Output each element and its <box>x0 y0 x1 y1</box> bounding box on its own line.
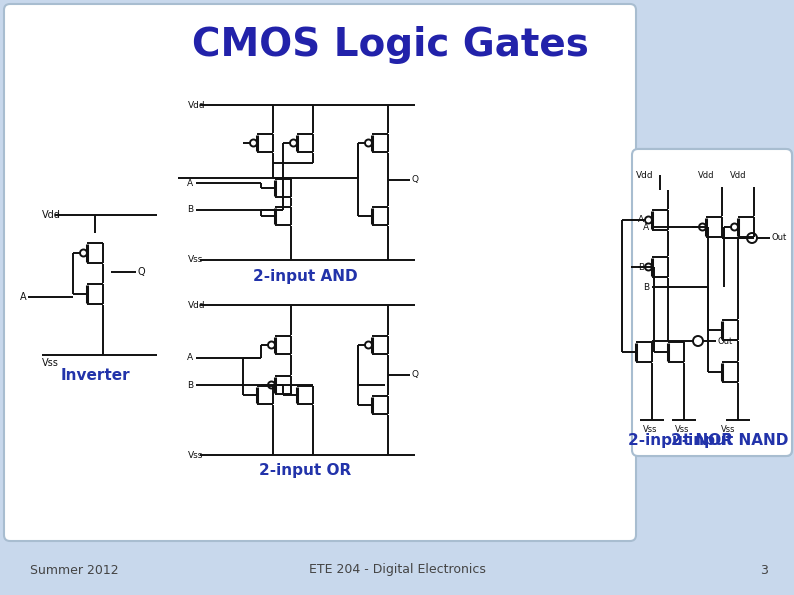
Text: A: A <box>187 353 193 362</box>
Text: 2-input OR: 2-input OR <box>259 462 351 478</box>
FancyBboxPatch shape <box>632 149 792 456</box>
Text: Vdd: Vdd <box>730 171 746 180</box>
Text: Vdd: Vdd <box>42 210 61 220</box>
Text: Vss: Vss <box>188 255 203 265</box>
Text: Vdd: Vdd <box>188 101 206 109</box>
Text: B: B <box>638 262 644 271</box>
Text: Vdd: Vdd <box>698 171 715 180</box>
FancyBboxPatch shape <box>4 4 636 541</box>
Text: B: B <box>643 283 649 292</box>
Text: 2-input NOR: 2-input NOR <box>627 433 733 447</box>
Text: B: B <box>187 205 193 215</box>
Text: B: B <box>187 380 193 390</box>
Text: 3: 3 <box>760 563 768 577</box>
Text: Vss: Vss <box>675 425 689 434</box>
Text: Vss: Vss <box>188 450 203 459</box>
Text: Out: Out <box>771 233 786 243</box>
Text: ETE 204 - Digital Electronics: ETE 204 - Digital Electronics <box>309 563 485 577</box>
Text: Q: Q <box>411 175 418 184</box>
Text: Q: Q <box>411 371 418 380</box>
Text: Vss: Vss <box>643 425 657 434</box>
Text: 2-input AND: 2-input AND <box>252 270 357 284</box>
Text: 2-input NAND: 2-input NAND <box>671 433 788 447</box>
Text: A: A <box>643 223 649 231</box>
Text: Vss: Vss <box>721 425 735 434</box>
Text: Q: Q <box>137 267 145 277</box>
Text: Vdd: Vdd <box>188 300 206 309</box>
Text: Out: Out <box>717 337 732 346</box>
Text: Vss: Vss <box>42 358 59 368</box>
Text: A: A <box>20 292 27 302</box>
Text: CMOS Logic Gates: CMOS Logic Gates <box>191 26 588 64</box>
Text: A: A <box>638 215 644 224</box>
Text: A: A <box>187 178 193 187</box>
Text: Vdd: Vdd <box>636 171 653 180</box>
FancyBboxPatch shape <box>632 149 792 456</box>
Text: Inverter: Inverter <box>60 368 129 383</box>
Text: Summer 2012: Summer 2012 <box>30 563 118 577</box>
